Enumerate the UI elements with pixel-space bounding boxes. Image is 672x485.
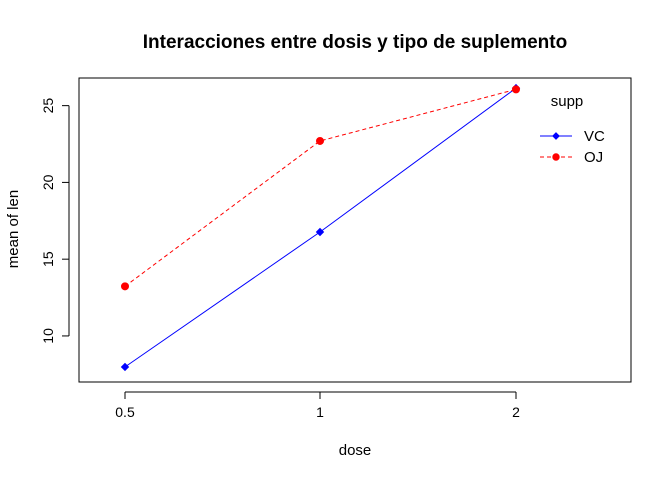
series-line-oj — [124, 88, 517, 287]
legend-marker — [552, 153, 560, 161]
legend-label: VC — [584, 128, 605, 145]
x-tick-label: 1 — [316, 404, 324, 420]
x-axis-label: dose — [339, 442, 372, 459]
x-tick-label: 0.5 — [115, 404, 135, 420]
legend-title: supp — [551, 93, 584, 110]
series-oj — [121, 85, 520, 291]
x-tick-label: 2 — [512, 404, 520, 420]
y-tick-label: 10 — [40, 328, 56, 344]
data-point — [315, 227, 325, 237]
plot-frame — [78, 77, 632, 383]
legend-label: OJ — [584, 149, 603, 166]
data-point — [512, 85, 520, 94]
y-axis-label: mean of len — [5, 190, 22, 268]
data-point — [316, 136, 324, 145]
y-tick-label: 25 — [40, 98, 56, 114]
data-point — [120, 362, 130, 372]
axes: 0.5 1 2 10 15 20 25 — [40, 98, 520, 420]
legend-item-vc: VC — [540, 128, 605, 145]
legend: supp VC OJ — [540, 93, 605, 166]
legend-item-oj: OJ — [540, 149, 603, 166]
series-vc — [120, 83, 521, 372]
chart-title: Interacciones entre dosis y tipo de supl… — [143, 32, 567, 53]
data-point — [121, 282, 129, 291]
legend-marker — [552, 132, 560, 140]
series-line-vc — [124, 87, 517, 368]
y-tick-label: 15 — [40, 251, 56, 267]
y-tick-label: 20 — [40, 174, 56, 190]
series-layer — [120, 83, 521, 372]
